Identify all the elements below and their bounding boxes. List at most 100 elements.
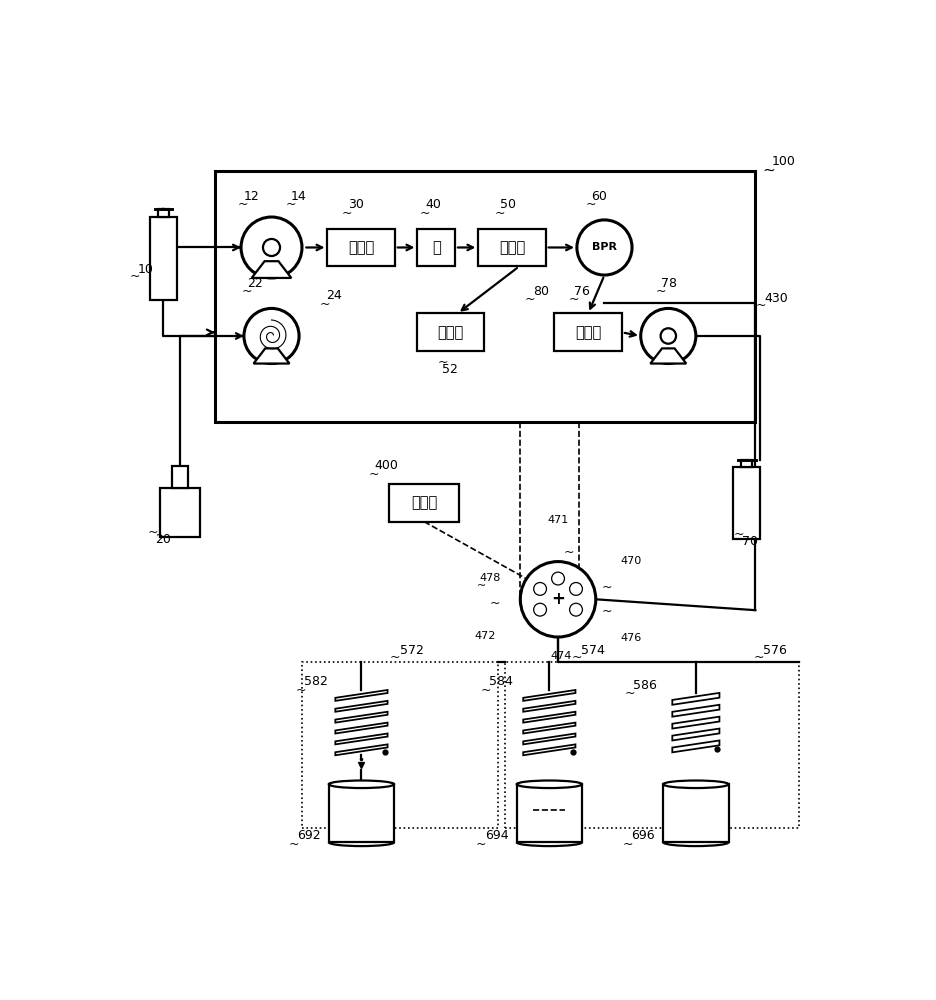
Bar <box>664 784 728 842</box>
Polygon shape <box>254 348 289 364</box>
Text: 60: 60 <box>592 190 607 203</box>
Text: ~: ~ <box>476 838 487 851</box>
Text: 78: 78 <box>661 277 677 290</box>
Polygon shape <box>335 701 388 712</box>
Polygon shape <box>523 690 576 701</box>
Text: 50: 50 <box>500 198 516 211</box>
Circle shape <box>263 239 280 256</box>
Text: 576: 576 <box>763 644 786 657</box>
Text: ~: ~ <box>655 285 665 298</box>
Polygon shape <box>672 717 720 729</box>
Text: 472: 472 <box>474 631 495 641</box>
Text: ~: ~ <box>762 163 775 178</box>
Polygon shape <box>252 261 291 278</box>
Circle shape <box>570 583 582 595</box>
Text: 24: 24 <box>326 289 342 302</box>
Polygon shape <box>672 705 720 717</box>
Text: ~: ~ <box>285 198 296 211</box>
Bar <box>417 229 455 266</box>
Text: ~: ~ <box>480 684 490 697</box>
Text: ~: ~ <box>494 207 505 220</box>
Circle shape <box>577 220 632 275</box>
Text: ~: ~ <box>525 293 535 306</box>
Polygon shape <box>523 734 576 744</box>
Text: 喷射器: 喷射器 <box>348 240 374 255</box>
Text: 582: 582 <box>304 675 328 688</box>
Bar <box>328 229 395 266</box>
Text: ~: ~ <box>477 581 487 591</box>
Text: 控制器: 控制器 <box>411 495 437 510</box>
Text: ~: ~ <box>241 285 253 298</box>
Text: 400: 400 <box>374 459 399 472</box>
Text: 476: 476 <box>621 633 642 643</box>
Bar <box>150 217 177 300</box>
Bar <box>517 784 582 842</box>
Text: 加热器: 加热器 <box>575 325 601 340</box>
Polygon shape <box>523 701 576 712</box>
Text: 572: 572 <box>400 644 424 657</box>
Ellipse shape <box>517 781 582 788</box>
Bar <box>733 467 760 539</box>
Text: 471: 471 <box>548 515 569 525</box>
Text: 474: 474 <box>550 651 572 661</box>
Text: ~: ~ <box>563 546 575 559</box>
Text: 430: 430 <box>765 292 788 305</box>
Text: ~: ~ <box>572 651 582 664</box>
Text: 10: 10 <box>138 263 154 276</box>
Bar <box>389 484 460 522</box>
Text: +: + <box>551 590 565 608</box>
Polygon shape <box>651 348 686 364</box>
Text: ~: ~ <box>296 684 306 697</box>
Text: 40: 40 <box>425 198 441 211</box>
Bar <box>505 662 799 828</box>
Text: 30: 30 <box>347 198 363 211</box>
Circle shape <box>661 328 676 344</box>
Bar <box>417 313 484 351</box>
Bar <box>215 171 755 422</box>
Text: ~: ~ <box>288 838 299 851</box>
Text: ~: ~ <box>568 293 578 306</box>
Polygon shape <box>335 734 388 744</box>
Text: 22: 22 <box>247 277 263 290</box>
Text: 20: 20 <box>154 533 170 546</box>
Text: 12: 12 <box>243 190 259 203</box>
Text: 696: 696 <box>631 829 655 842</box>
Bar <box>741 460 752 467</box>
Text: 574: 574 <box>581 644 606 657</box>
Text: ~: ~ <box>238 198 248 211</box>
Text: 76: 76 <box>574 285 590 298</box>
Text: 52: 52 <box>443 363 459 376</box>
Text: 柱: 柱 <box>431 240 441 255</box>
Text: ~: ~ <box>389 651 401 664</box>
Text: 70: 70 <box>742 535 758 548</box>
Polygon shape <box>335 723 388 734</box>
Bar <box>554 313 622 351</box>
Text: 584: 584 <box>490 675 513 688</box>
Bar <box>158 209 168 217</box>
Bar <box>160 488 200 537</box>
Circle shape <box>534 583 547 595</box>
Bar <box>171 466 188 488</box>
Circle shape <box>551 572 564 585</box>
Text: ~: ~ <box>755 299 766 312</box>
Text: 检测器: 检测器 <box>499 240 525 255</box>
Text: ~: ~ <box>130 270 140 283</box>
Text: ~: ~ <box>753 651 764 664</box>
Text: ~: ~ <box>586 198 596 211</box>
Ellipse shape <box>329 781 394 788</box>
Bar <box>329 784 394 842</box>
Text: ~: ~ <box>320 298 330 311</box>
Text: ~: ~ <box>602 581 612 594</box>
Polygon shape <box>672 693 720 705</box>
Ellipse shape <box>664 781 728 788</box>
Text: 478: 478 <box>479 573 501 583</box>
Polygon shape <box>523 712 576 723</box>
Circle shape <box>241 217 302 278</box>
Text: ~: ~ <box>602 605 612 618</box>
Circle shape <box>534 603 547 616</box>
Polygon shape <box>335 744 388 755</box>
Circle shape <box>641 308 695 364</box>
Text: 检测器: 检测器 <box>437 325 463 340</box>
Text: 80: 80 <box>534 285 549 298</box>
Polygon shape <box>672 740 720 752</box>
